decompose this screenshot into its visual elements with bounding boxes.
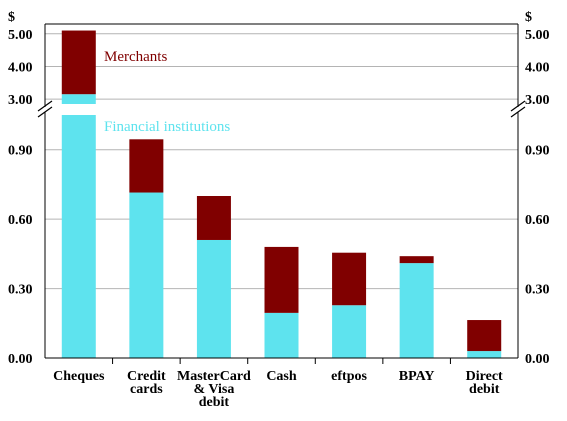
y-tick-label-right: 0.00 [525,352,550,367]
legend-labels: Merchants Financial institutions [104,49,230,135]
y-tick-label-left: 0.90 [8,144,33,159]
tick-labels: 3.00 3.00 4.00 4.00 5.00 5.00 0.00 0.00 0.30 0.30… [8,10,550,367]
y-tick-label-right: 0.90 [525,144,550,159]
y-tick-label-left: 5.00 [8,28,33,43]
y-tick-label-right: 4.00 [525,60,550,75]
bar-segment [61,115,96,358]
axis-break-mark [510,100,526,112]
y-tick-label-left: 0.60 [8,213,33,228]
axis-break-mark [37,100,53,112]
bar-segment [467,320,502,352]
bar-segment [129,192,164,358]
bar-segment [332,252,367,306]
bar-segment [196,239,231,358]
y-tick-label-left: 4.00 [8,60,33,75]
y-tick-label-left: 0.30 [8,283,33,298]
bars [37,30,526,358]
y-tick-label-left: 3.00 [8,93,33,108]
plot-frame [37,23,526,364]
x-category-label: Cash [266,369,297,384]
bar-segment [61,30,96,95]
category-labels: Cheques Credit cards MasterCard & Visa debit C… [53,369,503,410]
bar-segment [61,94,96,104]
gridlines [45,33,518,290]
bar-segment [129,139,164,193]
bar-segment [467,351,502,358]
axis-break-band [37,107,526,112]
bar-segment [196,196,231,240]
legend-financial-institutions: Financial institutions [104,119,230,135]
y-unit-label-right: $ [525,10,532,25]
x-category-label: MasterCard & Visa debit [177,369,251,410]
y-tick-label-right: 5.00 [525,28,550,43]
bar-segment [264,312,299,358]
bar-segment [399,263,434,358]
x-category-label: eftpos [331,369,367,384]
y-tick-label-right: 0.30 [525,283,550,298]
x-category-label: Cheques [53,369,105,384]
y-tick-label-right: 3.00 [525,93,550,108]
y-unit-label-left: $ [8,10,15,25]
bar-segment [399,256,434,264]
x-category-label: Direct debit [466,369,503,397]
x-category-label: BPAY [399,369,435,384]
legend-merchants: Merchants [104,49,167,65]
x-category-label: Credit cards [127,369,166,397]
bar-segment [264,246,299,313]
bar-segment [332,305,367,358]
axis-break-mark [510,106,526,118]
y-tick-label-left: 0.00 [8,352,33,367]
y-tick-label-right: 0.60 [525,213,550,228]
axis-break-mark [37,106,53,118]
